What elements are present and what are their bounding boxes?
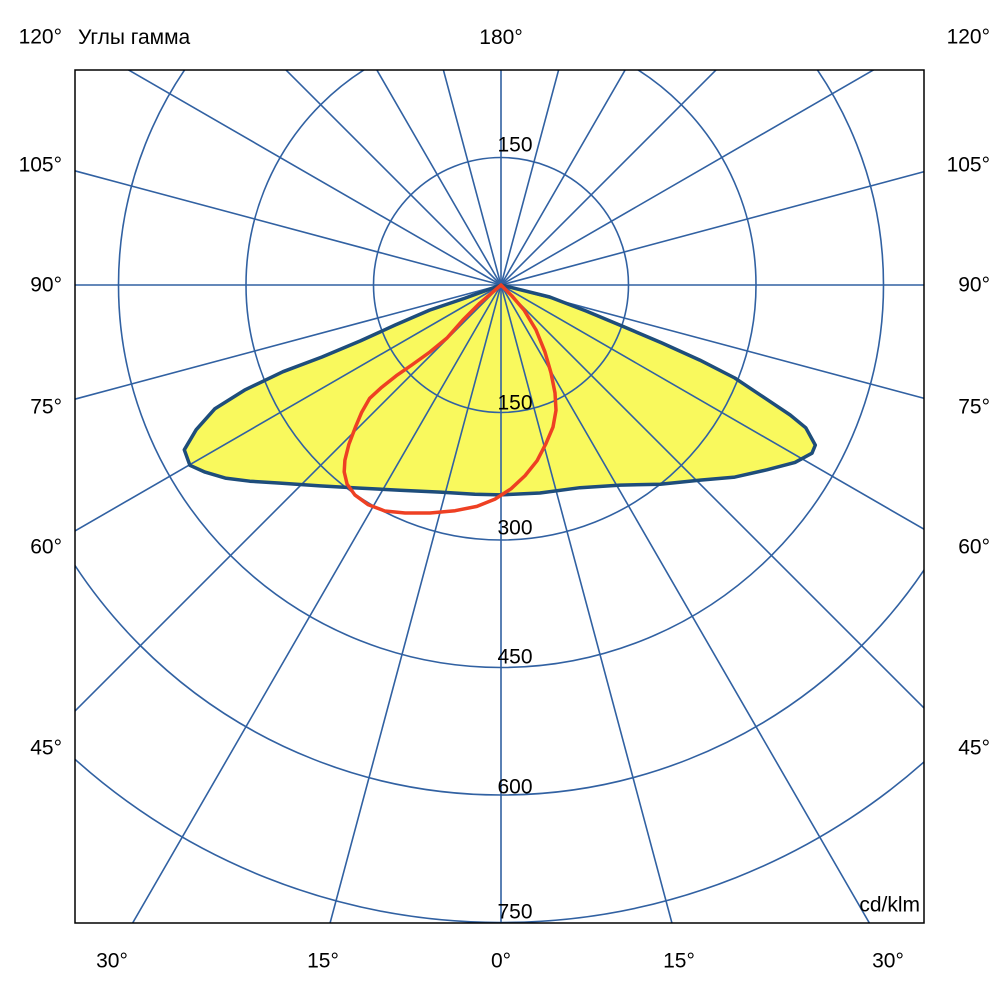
gamma-ray-line (284, 70, 502, 286)
plot-frame (74, 69, 925, 924)
cross-plane-curve (342, 283, 558, 515)
radial-tick-label: 450 (497, 645, 533, 669)
gamma-ray-line (500, 284, 924, 531)
gamma-axis-label-bottom: 15° (307, 949, 339, 973)
gamma-ray-line (500, 284, 673, 923)
gamma-ray-line (131, 284, 502, 923)
radial-tick-label: 300 (497, 516, 533, 540)
gamma-axis-label-bottom: 0° (490, 949, 512, 973)
gamma-ray-line (500, 170, 924, 286)
gamma-axis-label-left: 120° (18, 25, 62, 49)
gamma-axis-label-bottom: 30° (872, 949, 904, 973)
radial-grid-circle (245, 70, 757, 541)
radial-unit-label: cd/klm (859, 893, 920, 917)
gamma-ray-line (500, 284, 871, 923)
gamma-axis-label-right: 105° (946, 153, 990, 177)
gamma-ray-line (75, 284, 502, 400)
gamma-ray-line (500, 70, 627, 286)
radial-tick-label: 150 (497, 133, 533, 157)
radial-grid-circle (75, 563, 924, 796)
gamma-axis-label-right: 45° (958, 736, 990, 760)
radial-grid-circle (372, 156, 630, 414)
gamma-ray-line (500, 70, 560, 286)
main-beam-outline (182, 283, 818, 497)
gamma-ray-line (375, 70, 502, 286)
gamma-axis-label-left: 45° (30, 736, 62, 760)
gamma-ray-line (442, 70, 502, 286)
gamma-ray-line (500, 284, 924, 400)
gamma-axis-label-left: 60° (30, 535, 62, 559)
gamma-axis-label-left: 105° (18, 153, 62, 177)
gamma-axis-label-right: 75° (958, 395, 990, 419)
radial-tick-label: 750 (497, 900, 533, 924)
radial-tick-label: 600 (497, 775, 533, 799)
gamma-ray-line (75, 170, 502, 286)
gamma-axis-label-right: 120° (946, 25, 990, 49)
radial-tick-label: 150 (497, 391, 533, 415)
gamma-axis-label-left: 75° (30, 395, 62, 419)
gamma-axis-label-bottom: 15° (663, 949, 695, 973)
chart-title: Углы гамма (78, 26, 191, 49)
gamma-ray-line (329, 284, 502, 923)
gamma-ray-line (500, 70, 718, 286)
gamma-axis-label-bottom: 30° (96, 949, 128, 973)
gamma-ray-line (75, 284, 502, 713)
gamma-axis-label-right: 60° (958, 535, 990, 559)
gamma-ray-line (500, 284, 924, 710)
gamma-ray-line (127, 70, 502, 286)
radial-grid-circle (117, 70, 885, 669)
angle-label-180: 180° (479, 26, 523, 49)
gamma-ray-line (75, 284, 502, 532)
gamma-axis-label-left: 90° (30, 273, 62, 297)
gamma-axis-label-right: 90° (958, 273, 990, 297)
gamma-ray-line (500, 70, 875, 286)
main-beam-fill (184, 285, 816, 495)
